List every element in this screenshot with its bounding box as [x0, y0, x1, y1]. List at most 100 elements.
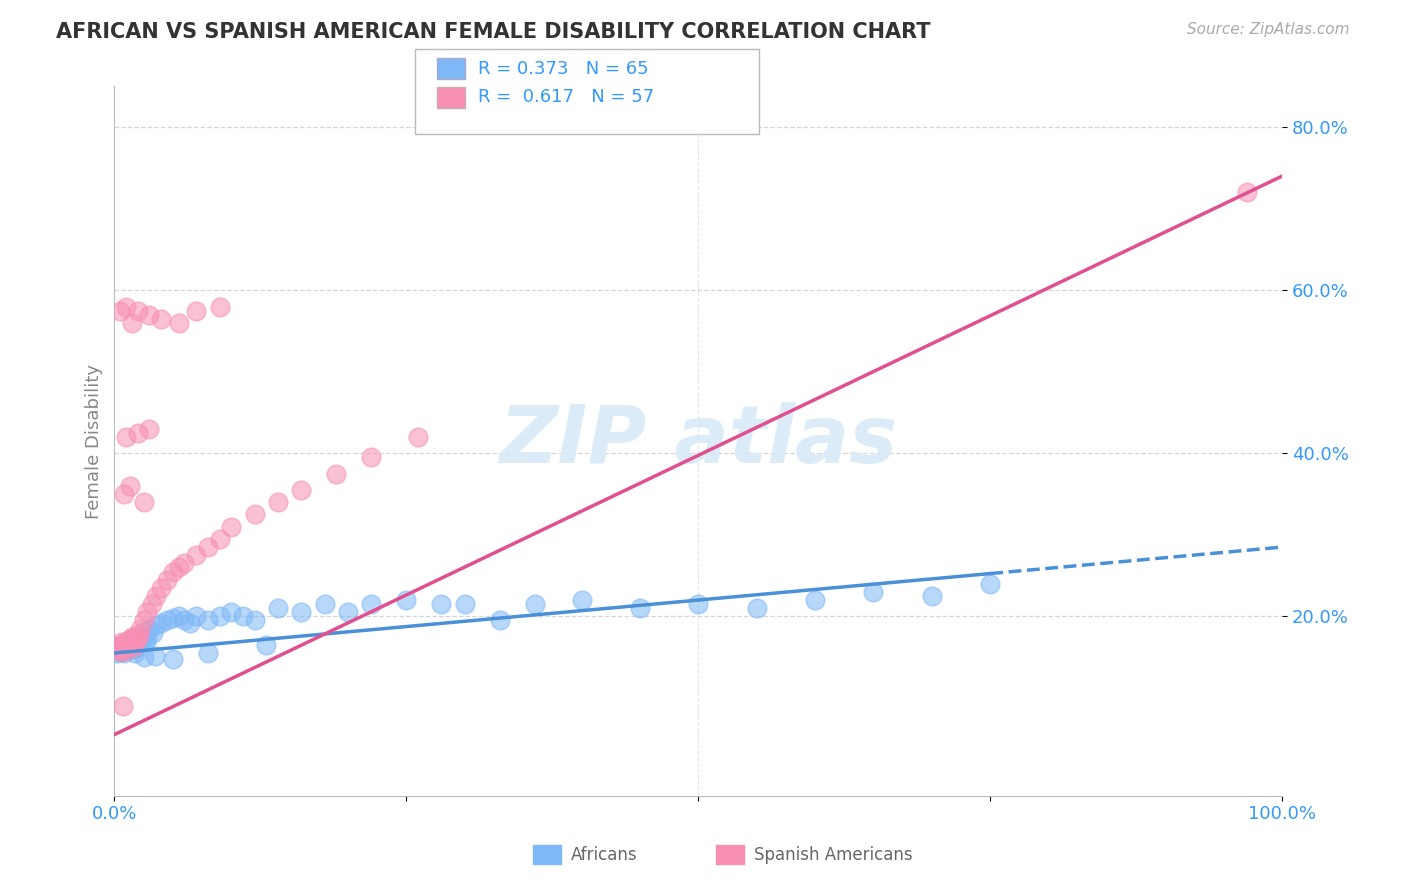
Point	[108, 642, 131, 657]
Point	[121, 632, 143, 647]
Point	[314, 597, 336, 611]
Point	[111, 640, 134, 655]
Point	[167, 560, 190, 574]
Point	[110, 640, 132, 654]
Point	[117, 633, 139, 648]
Text: AFRICAN VS SPANISH AMERICAN FEMALE DISABILITY CORRELATION CHART: AFRICAN VS SPANISH AMERICAN FEMALE DISAB…	[56, 22, 931, 42]
Point	[208, 532, 231, 546]
Point	[336, 605, 359, 619]
Point	[162, 565, 184, 579]
Point	[150, 581, 173, 595]
Point	[243, 508, 266, 522]
Point	[156, 573, 179, 587]
Point	[115, 300, 138, 314]
Point	[862, 585, 884, 599]
Point	[111, 640, 134, 655]
Point	[115, 430, 138, 444]
Point	[186, 609, 208, 624]
Point	[129, 622, 152, 636]
Point	[132, 614, 155, 628]
Point	[112, 643, 135, 657]
Point	[145, 589, 167, 603]
Point	[122, 640, 145, 655]
Point	[162, 652, 184, 666]
Point	[132, 495, 155, 509]
Point	[120, 638, 142, 652]
Point	[136, 605, 159, 619]
Point	[122, 642, 145, 657]
Point	[167, 316, 190, 330]
Point	[325, 467, 347, 481]
Point	[132, 650, 155, 665]
Point	[141, 597, 163, 611]
Point	[112, 643, 135, 657]
Point	[120, 638, 142, 652]
Point	[105, 646, 128, 660]
Point	[430, 597, 453, 611]
Point	[127, 633, 149, 648]
Point	[107, 643, 129, 657]
Point	[110, 638, 132, 652]
Point	[128, 627, 150, 641]
Point	[134, 635, 156, 649]
Point	[145, 617, 167, 632]
Point	[360, 450, 382, 465]
Point	[208, 609, 231, 624]
Point	[360, 597, 382, 611]
Point	[121, 630, 143, 644]
Point	[173, 614, 195, 628]
Point	[129, 630, 152, 644]
Point	[167, 609, 190, 624]
Point	[122, 635, 145, 649]
Point	[406, 430, 429, 444]
Point	[488, 614, 510, 628]
Point	[267, 601, 290, 615]
Point	[688, 597, 710, 611]
Point	[243, 614, 266, 628]
Point	[523, 597, 546, 611]
Text: Spanish Americans: Spanish Americans	[754, 846, 912, 863]
Point	[197, 614, 219, 628]
Point	[150, 615, 173, 630]
Point	[150, 311, 173, 326]
Point	[571, 593, 593, 607]
Point	[110, 303, 132, 318]
Point	[118, 479, 141, 493]
Point	[118, 632, 141, 647]
Point	[122, 635, 145, 649]
Point	[143, 648, 166, 663]
Point	[124, 646, 146, 660]
Y-axis label: Female Disability: Female Disability	[86, 364, 103, 518]
Point	[105, 640, 128, 655]
Point	[111, 699, 134, 714]
Point	[138, 308, 160, 322]
Text: Source: ZipAtlas.com: Source: ZipAtlas.com	[1187, 22, 1350, 37]
Point	[454, 597, 477, 611]
Point	[162, 611, 184, 625]
Text: R =  0.617   N = 57: R = 0.617 N = 57	[478, 88, 654, 106]
Point	[921, 589, 943, 603]
Point	[114, 642, 136, 657]
Point	[628, 601, 651, 615]
Point	[107, 642, 129, 657]
Point	[117, 642, 139, 657]
Point	[142, 625, 165, 640]
Point	[219, 519, 242, 533]
Point	[232, 609, 254, 624]
Point	[173, 557, 195, 571]
Point	[804, 593, 827, 607]
Point	[124, 638, 146, 652]
Point	[117, 633, 139, 648]
Point	[114, 638, 136, 652]
Point	[138, 622, 160, 636]
Text: ZIP atlas: ZIP atlas	[499, 402, 897, 480]
Text: Africans: Africans	[571, 846, 637, 863]
Point	[108, 643, 131, 657]
Point	[254, 638, 277, 652]
Point	[219, 605, 242, 619]
Point	[127, 630, 149, 644]
Point	[115, 638, 138, 652]
Point	[979, 576, 1001, 591]
Point	[125, 640, 148, 655]
Point	[131, 633, 153, 648]
